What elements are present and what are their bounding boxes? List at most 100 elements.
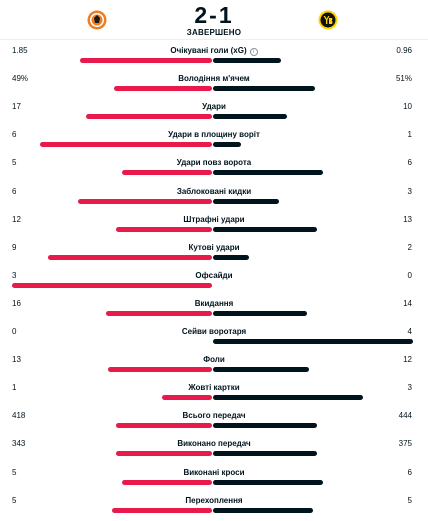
stat-name: Кутові удари [0,243,428,252]
stat-label: Перехоплення [185,495,243,505]
stat-row: 418 Всього передач 444 [0,408,428,436]
away-bar [213,451,317,457]
stat-name: Жовті картки [0,383,428,392]
home-value: 5 [12,495,17,505]
stat-bar-track [12,339,413,344]
home-value: 49% [12,74,29,84]
away-bar [213,170,323,176]
away-value: 6 [407,467,412,477]
stat-name: Фоли [0,355,428,364]
stat-label: Штрафні удари [183,214,245,224]
stat-row: 1 Жовті картки 3 [0,380,428,408]
home-value: 6 [12,186,17,196]
home-value: 12 [12,214,21,224]
stat-name: Виконано передач [0,439,428,448]
stat-row: 49% Володіння м'ячем 51% [0,71,428,99]
away-bar [213,395,363,401]
away-value: 375 [398,439,412,449]
stat-row: 1.85 Очікувані голи (xG) i 0.96 [0,43,428,71]
stat-name: Володіння м'ячем [0,74,428,83]
stat-bar-track [12,310,412,316]
stat-name: Удари [0,102,428,111]
away-value: 3 [407,186,412,196]
home-bar [162,395,212,401]
stat-name: Вкидання [0,299,428,308]
shakhtar-logo-icon[interactable] [87,10,107,30]
home-value: 17 [12,102,21,112]
info-icon[interactable]: i [249,48,258,56]
stat-label: Заблоковані кидки [176,186,252,196]
stat-row: 13 Фоли 12 [0,352,428,380]
home-bar [116,451,212,457]
home-bar [80,58,212,63]
stat-row: 343 Виконано передач 375 [0,436,428,464]
home-bar [114,86,212,92]
stat-bar-track [12,142,412,148]
away-value: 3 [407,383,412,393]
home-bar [122,170,212,176]
stat-name: Виконані кроси [0,468,428,477]
stat-label: Фоли [203,355,225,365]
away-bar [213,114,287,120]
stat-bar-track [12,282,412,288]
stat-row: 6 Заблоковані кидки 3 [0,184,428,212]
stat-label: Вкидання [194,298,234,308]
home-bar [112,507,212,513]
away-bar [213,479,323,485]
stat-bar-track [12,479,412,485]
home-value: 343 [12,439,26,449]
stat-label: Виконано передач [177,439,251,449]
away-bar [213,310,307,316]
away-value: 14 [403,298,412,308]
stat-bar-track [12,451,412,457]
stat-label: Кутові удари [188,242,240,252]
home-bar [116,423,212,429]
home-bar [40,142,212,148]
stat-bar-track [12,395,412,401]
stat-label: Удари повз ворота [176,158,252,168]
away-value: 10 [403,102,412,112]
home-bar [116,226,212,232]
away-value: 6 [407,158,412,168]
stat-label: Жовті картки [188,383,240,393]
stat-name: Штрафні удари [0,215,428,224]
away-value: 4 [407,327,412,336]
away-bar [213,226,317,232]
home-value: 6 [12,130,17,140]
stat-name: Перехоплення [0,496,428,505]
young-boys-logo-icon[interactable] [318,10,338,30]
away-value: 444 [398,411,412,421]
home-bar [78,198,212,204]
away-value: 0.96 [396,46,412,55]
stat-row: 6 Удари в площину воріт 1 [0,127,428,155]
home-value: 3 [12,270,17,280]
stat-bar-track [12,114,412,120]
home-value: 0 [12,327,17,336]
stat-label: Удари [202,102,226,112]
stat-bar-track [12,226,412,232]
away-bar [213,198,279,204]
stat-name: Удари в площину воріт [0,130,428,139]
away-value: 5 [407,495,412,505]
home-value: 1.85 [12,46,28,55]
stat-bar-track [12,86,412,92]
away-bar [213,142,241,148]
away-value: 1 [407,130,412,140]
stat-row: 9 Кутові удари 2 [0,240,428,268]
match-score: 2-1 [194,2,234,28]
stat-row: 0 Сейви воротаря 4 [0,324,428,352]
stat-name: Сейви воротаря [0,327,428,336]
home-value: 16 [12,298,21,308]
away-value: 2 [407,242,412,252]
away-value: 12 [403,355,412,365]
stat-row: 5 Перехоплення 5 [0,493,428,521]
home-bar [106,310,212,316]
stat-label: Всього передач [182,411,246,421]
stat-row: 17 Удари 10 [0,99,428,127]
home-value: 5 [12,467,17,477]
match-status: ЗАВЕРШЕНО [186,28,242,37]
home-bar [108,367,212,373]
stat-label: Сейви воротаря [181,327,247,336]
stat-label: Удари в площину воріт [168,130,260,140]
stat-bar-track [12,198,412,204]
